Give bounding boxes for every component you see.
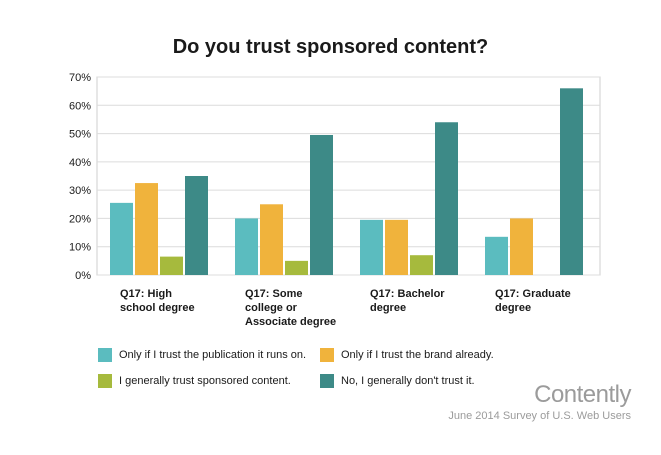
legend-label: No, I generally don't trust it. <box>341 375 475 387</box>
category-label-line: Associate degree <box>245 316 337 328</box>
bar-1-category-4 <box>485 236 508 275</box>
bar-4-category-2 <box>310 134 333 275</box>
y-tick-label: 40% <box>69 157 91 169</box>
y-tick-label: 30% <box>69 185 91 197</box>
y-tick-label: 20% <box>69 213 91 225</box>
category-label: Q17: Graduate degree <box>495 287 615 315</box>
bar-4-category-4 <box>560 88 583 275</box>
legend-item-publication: Only if I trust the publication it runs … <box>98 348 306 362</box>
legend-label: I generally trust sponsored content. <box>119 375 291 387</box>
bar-1-category-1 <box>110 202 133 275</box>
legend-label: Only if I trust the brand already. <box>341 349 494 361</box>
legend-label: Only if I trust the publication it runs … <box>119 349 307 361</box>
legend-swatch <box>98 348 112 362</box>
category-label: Q17: Bachelor degree <box>370 287 490 315</box>
bar-2-category-3 <box>385 219 408 275</box>
category-label: Q17: Some college or Associate degree <box>245 287 365 329</box>
category-label-line: degree <box>370 302 407 314</box>
bar-2-category-2 <box>260 204 283 275</box>
category-label-line: Q17: High <box>120 288 172 300</box>
legend-swatch <box>98 374 112 388</box>
bars <box>110 88 583 275</box>
legend-swatch <box>320 374 334 388</box>
bar-4-category-3 <box>435 122 458 275</box>
bar-3-category-2 <box>285 260 308 275</box>
bar-2-category-1 <box>135 183 158 275</box>
legend-item-generally-trust: I generally trust sponsored content. <box>98 374 291 388</box>
category-label-line: Q17: Graduate <box>495 288 571 300</box>
category-label-line: Q17: Bachelor <box>370 288 445 300</box>
y-tick-label: 10% <box>69 242 91 254</box>
category-label-line: college or <box>245 302 297 314</box>
category-label-line: Q17: Some <box>245 288 303 300</box>
legend-swatch <box>320 348 334 362</box>
bar-3-category-1 <box>160 256 183 275</box>
y-tick-label: 60% <box>69 100 91 112</box>
legend-item-dont-trust: No, I generally don't trust it. <box>320 374 475 388</box>
source-note: June 2014 Survey of U.S. Web Users <box>448 410 631 422</box>
bar-4-category-1 <box>185 176 208 275</box>
category-label-line: school degree <box>120 302 195 314</box>
category-label: Q17: High school degree <box>120 287 240 315</box>
bar-2-category-4 <box>510 218 533 275</box>
bar-1-category-2 <box>235 218 258 275</box>
bar-1-category-3 <box>360 219 383 275</box>
y-tick-label: 50% <box>69 129 91 141</box>
category-label-line: degree <box>495 302 532 314</box>
chart-title: Do you trust sponsored content? <box>172 36 489 58</box>
y-tick-label: 70% <box>69 72 91 84</box>
contently-logo: Contently <box>534 381 631 408</box>
legend-item-brand: Only if I trust the brand already. <box>320 348 494 362</box>
y-axis-ticks: 0% 10% 20% 30% 40% 50% 60% 70% <box>69 72 91 282</box>
bar-3-category-3 <box>410 255 433 275</box>
y-tick-label: 0% <box>75 270 91 282</box>
